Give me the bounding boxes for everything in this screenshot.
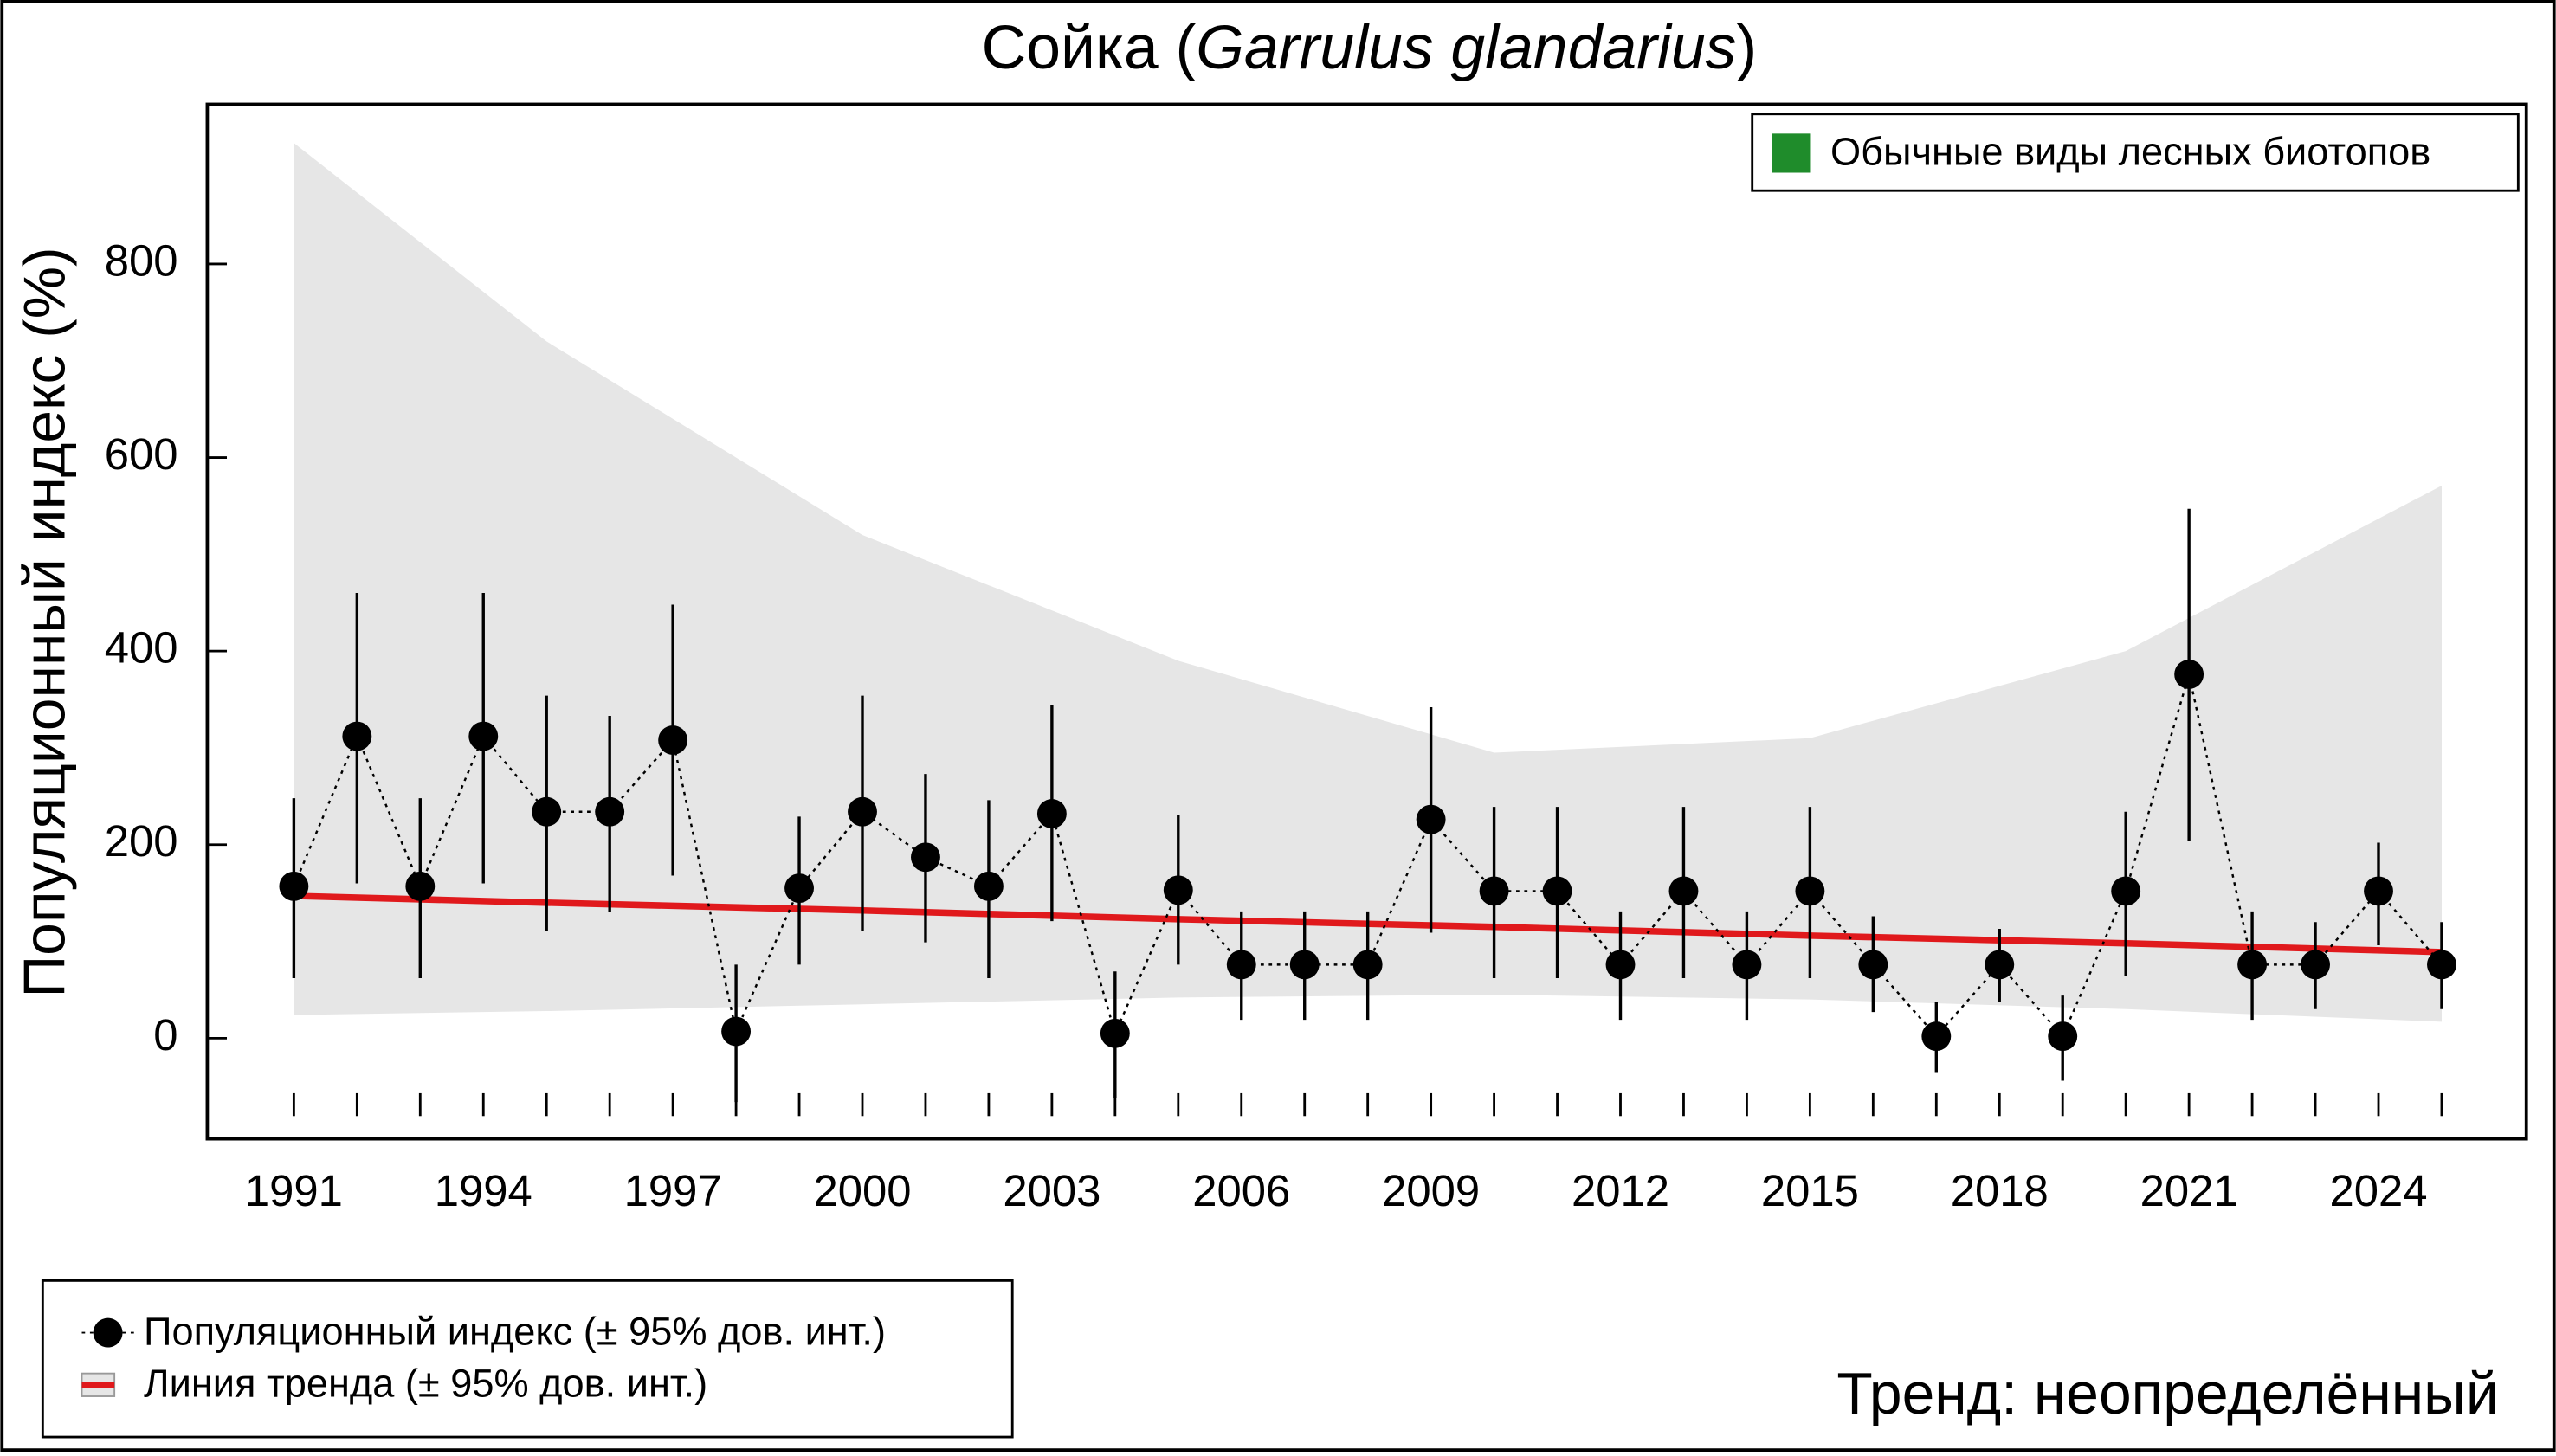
point [595, 796, 625, 827]
point [1605, 950, 1636, 980]
x-tick-label: 2006 [1192, 1166, 1290, 1215]
y-tick-label: 400 [105, 623, 178, 673]
point [1163, 875, 1193, 905]
point [2174, 660, 2204, 689]
chart-title: Сойка (Garrulus glandarius) [982, 13, 1758, 82]
x-tick-label: 1997 [624, 1166, 722, 1215]
point [911, 842, 940, 873]
point [532, 796, 562, 827]
point [2427, 950, 2456, 980]
y-tick-label: 600 [105, 429, 178, 479]
point [1795, 876, 1825, 906]
point [658, 725, 688, 755]
point [342, 721, 372, 751]
plot-area [279, 143, 2456, 1103]
point [721, 1016, 752, 1047]
point [1542, 876, 1572, 906]
point [2048, 1021, 2078, 1052]
point [1732, 950, 1762, 980]
legend-label: Популяционный индекс (± 95% дов. инт.) [144, 1309, 886, 1353]
group-legend [1751, 113, 2520, 192]
x-tick-label: 2012 [1572, 1166, 1669, 1215]
legend [41, 1279, 1014, 1439]
point [1226, 950, 1256, 980]
x-tick-label: 2000 [813, 1166, 911, 1215]
trend-label: Тренд: неопределённый [1836, 1362, 2498, 1427]
title-species: Garrulus glandarius [1196, 13, 1736, 82]
title-part: Сойка ( [982, 13, 1197, 82]
x-tick-label: 1994 [435, 1166, 532, 1215]
x-tick-label: 2024 [2330, 1166, 2428, 1215]
point [2364, 876, 2393, 906]
y-tick-label: 200 [105, 816, 178, 866]
point [848, 796, 877, 827]
group-label: Обычные виды лесных биотопов [1830, 130, 2430, 174]
y-axis-label: Популяционный индекс (%) [13, 247, 78, 997]
legend-label: Линия тренда (± 95% дов. инт.) [144, 1362, 707, 1406]
point [1668, 876, 1699, 906]
legend-marker [93, 1317, 123, 1348]
point [468, 721, 499, 751]
point [1352, 950, 1383, 980]
title-part: ) [1736, 13, 1757, 82]
x-tick-label: 2003 [1003, 1166, 1100, 1215]
x-tick-label: 2021 [2140, 1166, 2238, 1215]
y-tick-label: 0 [153, 1010, 178, 1060]
trend-line [294, 892, 2443, 956]
point [2301, 950, 2330, 980]
plot-border [205, 102, 2528, 1141]
x-tick-label: 2015 [1761, 1166, 1859, 1215]
point [1921, 1021, 1952, 1052]
x-tick-label: 1991 [245, 1166, 343, 1215]
point [279, 871, 309, 901]
point [2237, 950, 2268, 980]
point [1479, 876, 1509, 906]
trend-band [294, 143, 2442, 1022]
point [1985, 950, 2015, 980]
point [405, 871, 436, 901]
point [1858, 950, 1888, 980]
point [1036, 799, 1067, 828]
point [784, 873, 814, 903]
point [1289, 950, 1320, 980]
point [2111, 876, 2141, 906]
x-tick-label: 2009 [1382, 1166, 1480, 1215]
point [973, 871, 1004, 901]
point [1100, 1018, 1130, 1048]
point [1416, 804, 1446, 834]
y-tick-label: 800 [105, 235, 178, 285]
x-tick-label: 2018 [1951, 1166, 2049, 1215]
group-swatch [1772, 133, 1811, 173]
